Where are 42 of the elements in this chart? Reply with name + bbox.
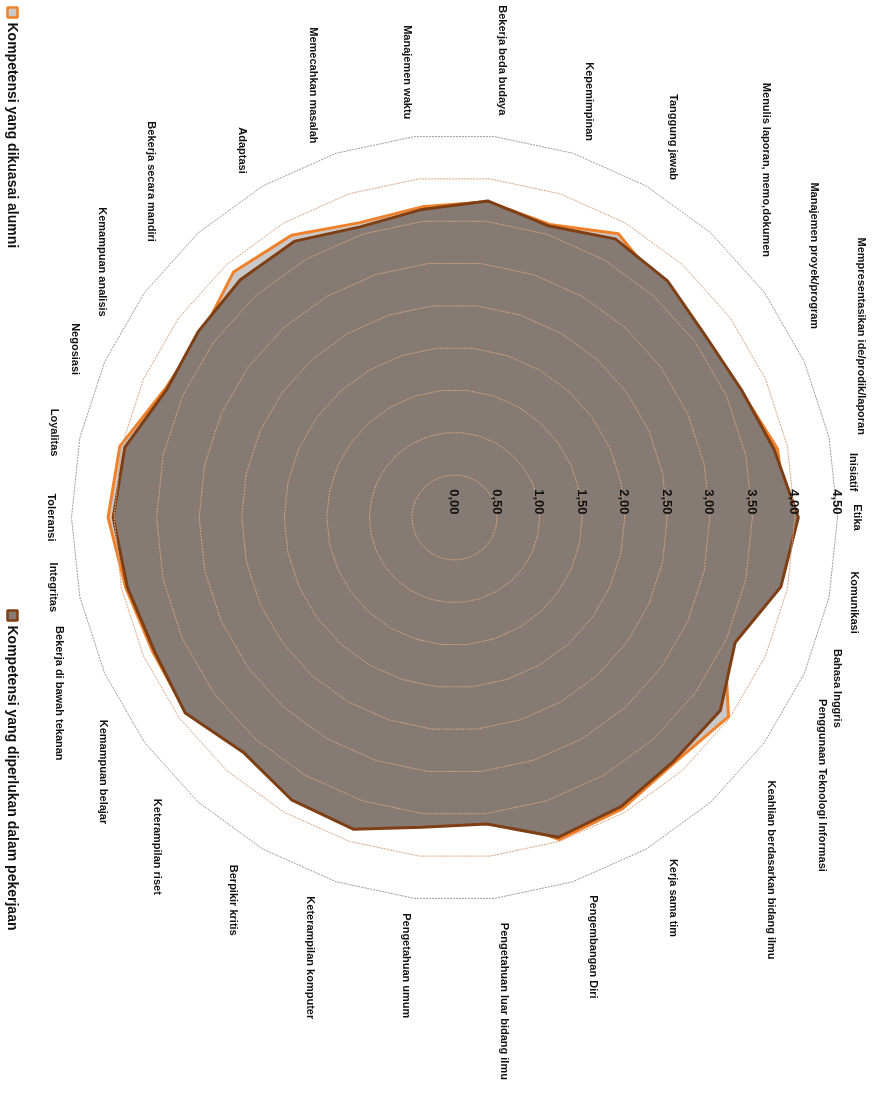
spoke-label: Memecahkan masalah	[308, 27, 321, 144]
spoke-label: Integritas	[48, 562, 61, 613]
spoke-label: Loyalitas	[48, 408, 61, 457]
spoke-label: Inisiatif	[848, 452, 861, 492]
spoke-label: Bekerja di bawah tekanan	[53, 626, 66, 761]
y-tick-label: 2,00	[617, 489, 633, 515]
spoke-label: Bekerja secara mandiri	[146, 121, 159, 242]
spoke-label: Menulis laporan, memo,dokumen	[761, 82, 774, 258]
spoke-label: Komunikasi	[848, 571, 861, 634]
spoke-label: Pengetahuan umum	[401, 913, 414, 1019]
spoke-label: Negosiasi	[70, 323, 83, 376]
spoke-label: Etika	[851, 504, 864, 532]
y-tick-label: 0,50	[489, 489, 505, 515]
spoke-label: Manajemen proyek/program	[808, 182, 821, 330]
legend-label: Kompetensi yang dikuasai alumni	[4, 22, 21, 249]
y-tick-label: 3,50	[744, 489, 760, 515]
y-tick-label: 1,00	[532, 489, 548, 515]
spoke-label: Toleransi	[45, 493, 58, 542]
y-tick-label: 3,00	[702, 489, 718, 515]
spoke-label: Tanggung jawab	[668, 94, 681, 181]
spoke-label: Kemampuan belajar	[98, 719, 111, 825]
spoke-label: Kemampuan analisis	[96, 207, 109, 317]
spoke-label: Mempresentasikan ide/prodik/laporan	[855, 237, 868, 436]
spoke-label: Pengembangan Diri	[588, 895, 601, 999]
spoke-label: Keterampilan riset	[151, 798, 164, 896]
y-tick-label: 1,50	[574, 489, 590, 515]
y-tick-label: 2,50	[659, 489, 675, 515]
spoke-label: Keahlian berdasarkan bidang ilmu	[765, 780, 778, 960]
spoke-label: Keterampilan komputer	[305, 896, 318, 1020]
y-tick-label: 0,00	[447, 489, 462, 515]
y-tick-label: 4,50	[830, 489, 845, 515]
y-tick-label: 4,00	[787, 489, 803, 515]
spoke-label: Kepemimpinan	[583, 62, 596, 142]
legend-label: Kompetensi yang diperlukan dalam pekerjaan	[4, 625, 21, 931]
spoke-label: Adaptasi	[236, 127, 249, 174]
spoke-label: Penggunaan Teknologi Informasi	[817, 699, 830, 872]
spoke-label: Bekerja beda budaya	[496, 5, 509, 117]
spoke-label: Kerja sama tim	[668, 858, 681, 938]
spoke-label: Manajemen waktu	[401, 25, 414, 120]
spoke-label: Pengetahuan luar bidang ilmu	[499, 922, 512, 1080]
spoke-label: Berpikir kritis	[227, 864, 240, 936]
spoke-label: Bahasa Inggris	[832, 648, 845, 728]
